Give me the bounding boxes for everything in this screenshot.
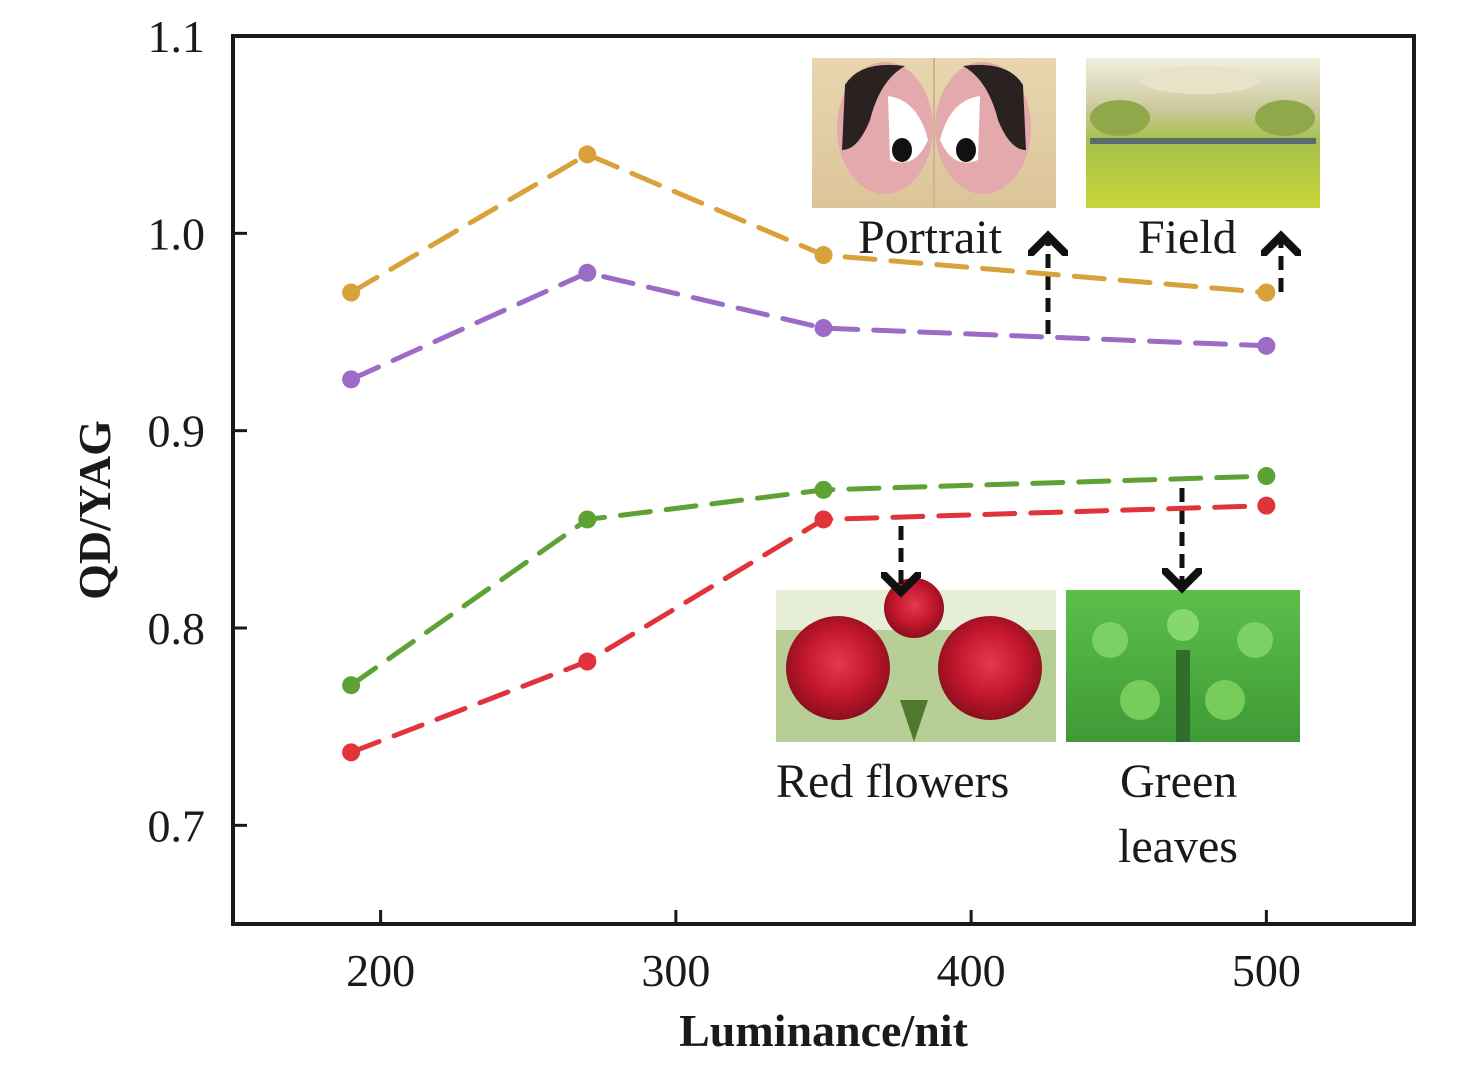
field-thumbnail bbox=[1086, 58, 1320, 208]
x-tick-label: 300 bbox=[641, 945, 710, 996]
data-point-s2-1 bbox=[342, 370, 361, 389]
data-point-s4-3 bbox=[814, 510, 833, 529]
y-tick-label: 0.7 bbox=[148, 800, 206, 851]
y-tick-label: 0.8 bbox=[148, 603, 206, 654]
red-flowers-label: Red flowers bbox=[776, 755, 1009, 808]
data-point-s1-3 bbox=[814, 246, 833, 265]
series-line-2 bbox=[348, 270, 1269, 382]
data-point-s4-1 bbox=[342, 743, 361, 762]
data-point-s1-4 bbox=[1257, 283, 1276, 302]
field-label: Field bbox=[1138, 211, 1237, 264]
data-point-s3-2 bbox=[578, 510, 597, 529]
portrait-label: Portrait bbox=[858, 211, 1003, 264]
series-line-3 bbox=[348, 473, 1269, 688]
portrait-thumbnail bbox=[812, 58, 1056, 208]
data-point-s3-3 bbox=[814, 480, 833, 499]
y-tick-label: 0.9 bbox=[148, 406, 206, 457]
series-line-4 bbox=[348, 503, 1269, 755]
x-tick-label: 500 bbox=[1232, 945, 1301, 996]
green-leaves-thumbnail bbox=[1066, 590, 1300, 742]
data-point-s3-4 bbox=[1257, 467, 1276, 486]
data-point-s2-3 bbox=[814, 319, 833, 338]
green-leaves-label-line2: leaves bbox=[1118, 820, 1238, 873]
data-point-s2-2 bbox=[578, 263, 597, 282]
x-tick-label: 200 bbox=[346, 945, 415, 996]
data-point-s1-2 bbox=[578, 145, 597, 164]
plot-frame bbox=[231, 34, 1416, 926]
data-point-s3-1 bbox=[342, 676, 361, 695]
data-point-s4-2 bbox=[578, 652, 597, 671]
y-axis-title: QD/YAG bbox=[69, 420, 120, 600]
y-tick-label: 1.0 bbox=[148, 208, 206, 259]
data-point-s4-4 bbox=[1257, 496, 1276, 515]
y-tick-label: 1.1 bbox=[148, 11, 206, 62]
green-leaves-label: Green bbox=[1120, 755, 1237, 808]
data-point-s2-4 bbox=[1257, 336, 1276, 355]
data-point-s1-1 bbox=[342, 283, 361, 302]
x-tick-label: 400 bbox=[937, 945, 1006, 996]
series-line-1 bbox=[348, 151, 1269, 295]
x-axis-title: Luminance/nit bbox=[679, 1005, 969, 1056]
red-flowers-thumbnail bbox=[776, 578, 1056, 742]
